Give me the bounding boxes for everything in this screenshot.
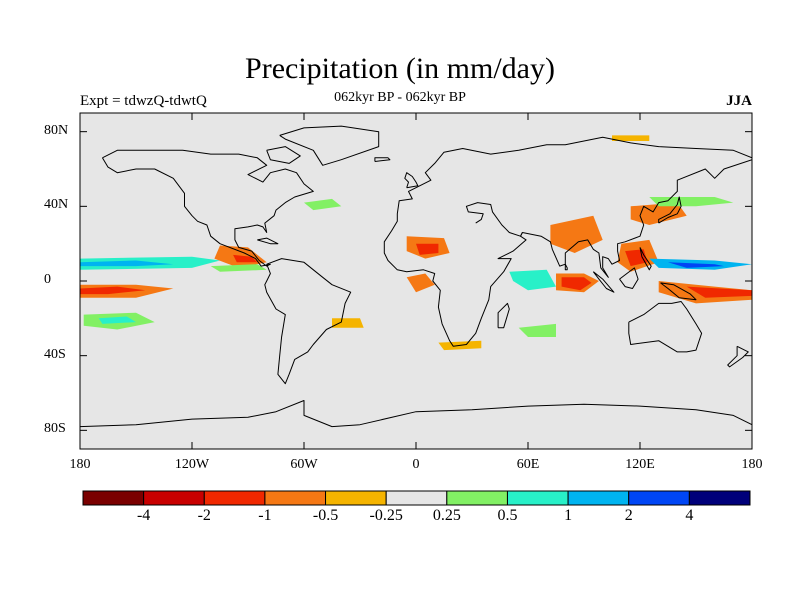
coastline-madagascar xyxy=(497,302,510,329)
colorbar-swatch xyxy=(203,490,266,506)
y-tick-label: 40N xyxy=(44,197,69,213)
colorbar-label: 4 xyxy=(685,507,694,524)
x-tick-label: 180 xyxy=(741,457,763,472)
axis-ticks xyxy=(79,113,753,449)
anomaly-south-atlantic-dry xyxy=(332,318,364,328)
colorbar-swatch xyxy=(82,490,145,506)
coastline-greenland xyxy=(279,125,380,166)
colorbar-swatch xyxy=(143,490,205,506)
coastline-new-guinea xyxy=(660,282,697,301)
season-label: JJA xyxy=(726,93,752,109)
colorbar-label: -1 xyxy=(258,507,272,524)
map-title: Precipitation (in mm/day) xyxy=(245,52,555,85)
anomaly-southern-ocean-wet xyxy=(518,323,556,337)
coastline-arabian-gulf-coast xyxy=(465,202,523,237)
anomaly-south-pacific-wet-b xyxy=(98,316,136,324)
period-label: 062kyr BP - 062kyr BP xyxy=(334,90,466,105)
y-tick-label: 80N xyxy=(44,122,69,138)
colorbar-label: 1 xyxy=(564,507,573,524)
anomaly-arctic-dry xyxy=(612,135,650,141)
coastline-japan xyxy=(658,196,682,224)
anomaly-east-asia-dry xyxy=(630,202,687,225)
coastline-layer xyxy=(80,125,752,428)
anomaly-guinea-dry xyxy=(406,273,435,293)
coastline-great-britain xyxy=(404,172,419,189)
colorbar-label: 2 xyxy=(624,507,633,524)
colorbar-swatch xyxy=(567,490,630,506)
colorbar-label: -0.5 xyxy=(312,507,339,524)
x-tick-label: 120W xyxy=(174,457,210,472)
colorbar-swatch xyxy=(446,490,508,506)
colorbar xyxy=(82,490,751,506)
anomaly-sw-pacific-dry-core xyxy=(686,286,752,298)
anomaly-indian-ocean-dry-core xyxy=(561,277,592,291)
x-tick-label: 120E xyxy=(625,457,655,472)
anomaly-east-asia-wet xyxy=(649,197,734,207)
coastline-antarctica xyxy=(80,400,752,428)
colorbar-swatch xyxy=(628,490,690,506)
coastline-eurasia-africa xyxy=(383,136,752,347)
y-tick-label: 80S xyxy=(44,421,66,437)
coastline-baffin-island xyxy=(266,146,301,164)
anomaly-indian-ocean-wet xyxy=(509,269,556,291)
coastline-sri-lanka xyxy=(564,263,568,271)
anomaly-west-pacific-wet-core xyxy=(668,262,724,268)
colorbar-swatch xyxy=(264,490,327,506)
coastline-philippines xyxy=(639,247,652,271)
coastline-south-america xyxy=(264,258,352,385)
coastline-cuba xyxy=(257,237,279,245)
experiment-label: Expt = tdwzQ-tdwtQ xyxy=(80,93,207,109)
anomaly-south-pacific-dry-core xyxy=(80,286,146,295)
x-tick-label: 60E xyxy=(516,457,540,472)
colorbar-swatch xyxy=(385,490,448,506)
anomaly-nw-africa-dry-core xyxy=(416,243,439,255)
y-tick-label: 40S xyxy=(44,346,66,362)
colorbar-label: -2 xyxy=(197,507,211,524)
colorbar-swatch xyxy=(688,490,751,506)
colorbar-swatch xyxy=(506,490,569,506)
colorbar-swatch xyxy=(325,490,387,506)
y-tick-label: 0 xyxy=(44,272,51,287)
anomaly-north-atlantic-wet xyxy=(304,198,342,211)
coastline-new-zealand xyxy=(727,345,749,368)
coastline-borneo xyxy=(619,267,639,289)
colorbar-label: 0.25 xyxy=(432,507,461,524)
x-tick-label: 180 xyxy=(69,457,91,472)
anomaly-west-pacific-itcz-core xyxy=(80,260,174,267)
x-tick-label: 0 xyxy=(412,457,420,472)
anomaly-maritime-continent-core xyxy=(625,249,648,267)
colorbar-label: 0.5 xyxy=(497,507,518,524)
coastline-north-america xyxy=(101,149,314,267)
coastline-sumatra xyxy=(592,271,615,293)
coastline-australia xyxy=(628,301,703,353)
x-tick-label: 60W xyxy=(290,457,318,472)
anomaly-east-pacific-wet xyxy=(210,264,267,272)
coastline-iceland xyxy=(374,157,391,162)
colorbar-label: -0.25 xyxy=(369,507,403,524)
colorbar-label: -4 xyxy=(136,507,151,524)
